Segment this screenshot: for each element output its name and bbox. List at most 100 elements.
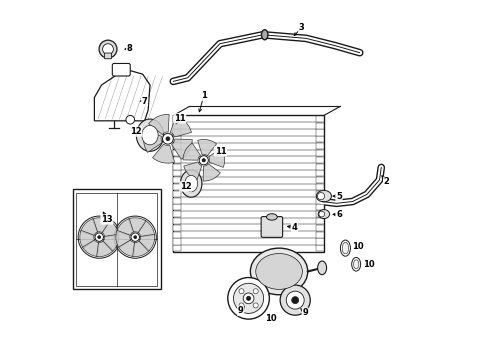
Bar (316, 130, 324, 135)
Bar (173, 130, 181, 135)
Bar (316, 163, 324, 170)
Ellipse shape (256, 253, 302, 289)
Bar (316, 198, 324, 204)
Circle shape (163, 134, 173, 144)
Circle shape (98, 236, 101, 239)
Ellipse shape (341, 240, 350, 256)
Text: 10: 10 (352, 242, 364, 251)
Polygon shape (128, 218, 146, 233)
Circle shape (286, 291, 304, 309)
Circle shape (102, 44, 113, 54)
Bar (173, 150, 181, 156)
Bar (173, 116, 324, 252)
Ellipse shape (142, 126, 158, 145)
Bar (173, 116, 181, 122)
Bar (173, 163, 181, 170)
Circle shape (114, 216, 156, 258)
Bar (316, 191, 324, 197)
Polygon shape (103, 234, 119, 251)
Polygon shape (119, 240, 135, 257)
Circle shape (234, 283, 264, 314)
Polygon shape (144, 130, 162, 152)
Bar (173, 198, 181, 204)
Circle shape (99, 40, 117, 58)
Circle shape (95, 233, 103, 241)
Text: 7: 7 (142, 96, 147, 105)
FancyBboxPatch shape (104, 53, 112, 59)
Bar (316, 157, 324, 163)
Bar (316, 204, 324, 211)
Circle shape (318, 193, 324, 200)
Bar (173, 177, 181, 183)
Text: 8: 8 (126, 44, 132, 53)
Polygon shape (172, 139, 192, 159)
Bar (316, 143, 324, 149)
Bar (173, 238, 181, 244)
Circle shape (166, 137, 170, 141)
Ellipse shape (353, 260, 359, 269)
Circle shape (246, 296, 251, 301)
Bar (316, 184, 324, 190)
Bar (316, 136, 324, 142)
Bar (173, 136, 181, 142)
Bar (316, 170, 324, 176)
Polygon shape (81, 219, 98, 235)
Bar (173, 204, 181, 211)
Circle shape (134, 236, 137, 239)
Polygon shape (92, 218, 110, 233)
Ellipse shape (180, 170, 202, 197)
Text: 3: 3 (299, 23, 305, 32)
Circle shape (199, 156, 208, 165)
Bar (76, 193, 157, 286)
Circle shape (78, 216, 121, 258)
Bar (316, 238, 324, 244)
Text: 12: 12 (180, 182, 192, 191)
Text: 2: 2 (384, 177, 390, 186)
Bar (316, 231, 324, 238)
Bar (173, 143, 181, 149)
Circle shape (131, 233, 140, 241)
Text: 9: 9 (302, 308, 308, 317)
Bar (316, 177, 324, 183)
Circle shape (253, 289, 258, 294)
Text: 10: 10 (363, 260, 374, 269)
Polygon shape (97, 241, 114, 257)
Circle shape (239, 289, 244, 294)
Ellipse shape (267, 214, 277, 220)
Ellipse shape (136, 119, 164, 151)
Ellipse shape (318, 210, 330, 219)
Polygon shape (116, 230, 131, 248)
Text: 5: 5 (336, 192, 342, 201)
Bar (316, 218, 324, 224)
Polygon shape (152, 144, 174, 163)
Bar (316, 225, 324, 231)
Bar (173, 245, 181, 251)
Ellipse shape (318, 261, 326, 275)
Polygon shape (102, 220, 119, 237)
Text: 13: 13 (101, 215, 113, 224)
Polygon shape (80, 230, 95, 248)
Bar (173, 191, 181, 197)
Text: 9: 9 (238, 306, 244, 315)
Ellipse shape (317, 190, 331, 202)
Bar (316, 211, 324, 217)
Circle shape (243, 293, 254, 304)
Ellipse shape (342, 242, 349, 254)
Bar (173, 157, 181, 163)
Circle shape (319, 211, 324, 217)
Polygon shape (197, 139, 217, 156)
Circle shape (126, 116, 135, 124)
Text: 12: 12 (130, 127, 142, 136)
Polygon shape (170, 116, 192, 137)
Polygon shape (117, 219, 134, 235)
Polygon shape (148, 114, 169, 135)
Text: 10: 10 (265, 314, 277, 323)
FancyBboxPatch shape (261, 217, 283, 237)
Circle shape (202, 159, 205, 162)
Polygon shape (209, 148, 224, 167)
Ellipse shape (262, 30, 268, 40)
Text: 4: 4 (292, 223, 297, 232)
Polygon shape (133, 241, 149, 257)
Bar (173, 218, 181, 224)
Bar (173, 123, 181, 129)
